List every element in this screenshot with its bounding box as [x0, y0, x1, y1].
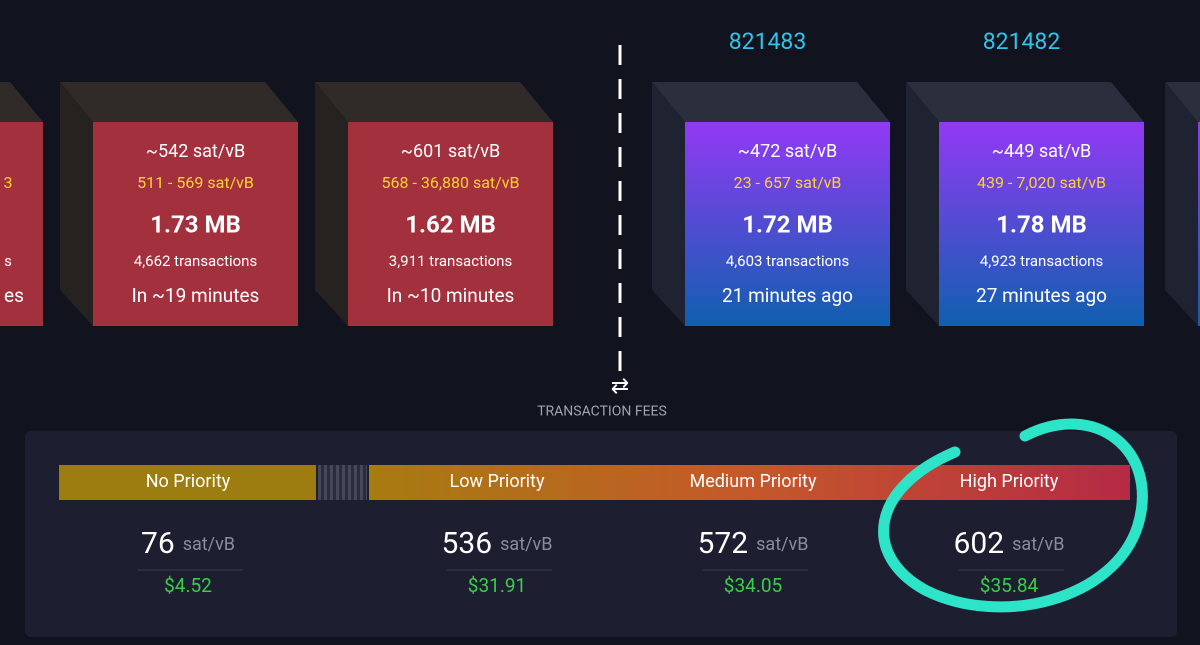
tx-count: 4,662 transactions [134, 252, 257, 270]
tx-count: s [4, 252, 12, 270]
tx-count: 4,923 transactions [980, 252, 1103, 270]
block-top [906, 82, 1144, 122]
block-front [685, 122, 890, 326]
block-top [60, 82, 298, 122]
fee-range: 439 - 7,020 sat/vB [977, 173, 1106, 192]
block-front [348, 122, 553, 326]
fee-rate: 76 sat/vB [141, 526, 235, 561]
block[interactable]: ~542 sat/vB 511 - 569 sat/vB 1.73 MB 4,662 … [60, 82, 298, 326]
block-front [939, 122, 1144, 326]
fee-unit: sat/vB [183, 534, 235, 555]
priority-label: High Priority [960, 471, 1059, 492]
block-height[interactable]: 821482 [983, 28, 1061, 55]
fee-range: 568 - 36,880 sat/vB [382, 173, 520, 192]
block-time: 21 minutes ago [722, 284, 853, 307]
block-size: 1.78 MB [996, 210, 1087, 238]
block-side [1165, 82, 1198, 326]
block-side [315, 82, 348, 326]
fee-value: 76 [141, 526, 175, 561]
block-side [652, 82, 685, 326]
fee-range: 23 - 657 sat/vB [734, 173, 842, 192]
fee-rate: 536 sat/vB [442, 526, 553, 561]
fee-unit: sat/vB [756, 534, 808, 555]
block-size: 1.62 MB [405, 210, 496, 238]
fee-value: 572 [698, 526, 749, 561]
median-fee: ~449 sat/vB [992, 141, 1091, 162]
block: 3 s es [0, 82, 43, 326]
block-size: 1.72 MB [742, 210, 833, 238]
block-side [906, 82, 939, 326]
median-fee: ~601 sat/vB [401, 141, 500, 162]
tx-count: 3,911 transactions [389, 252, 512, 270]
fee-usd: $4.52 [164, 574, 212, 597]
priority-bar [369, 465, 1130, 500]
fee-range: 511 - 569 sat/vB [137, 173, 254, 192]
annotation-circle [878, 418, 1148, 613]
block-time: 27 minutes ago [976, 284, 1107, 307]
block-side [60, 82, 93, 326]
priority-label: Medium Priority [690, 471, 817, 492]
swap-icon[interactable]: ⇄ [611, 374, 629, 399]
fee-usd: $35.84 [980, 574, 1039, 597]
block-front [1198, 122, 1200, 326]
no-priority-bar [59, 465, 316, 500]
fees-title: TRANSACTION FEES [537, 404, 667, 420]
fee-value: 602 [954, 526, 1005, 561]
tx-count: 4,603 transactions [726, 252, 849, 270]
fee-usd: $34.05 [724, 574, 782, 597]
block-size: 1.73 MB [150, 210, 241, 238]
median-fee: ~542 sat/vB [146, 141, 245, 162]
block-top [652, 82, 890, 122]
block-front [93, 122, 298, 326]
median-fee: ~472 sat/vB [738, 141, 837, 162]
fee-unit: sat/vB [1012, 534, 1064, 555]
fee-unit: sat/vB [500, 534, 552, 555]
block[interactable]: ~601 sat/vB 568 - 36,880 sat/vB 1.62 MB 3,9… [315, 82, 553, 326]
fee-rate: 602 sat/vB [954, 526, 1065, 561]
priority-label: Low Priority [450, 471, 545, 492]
fee-range: 3 [4, 173, 13, 192]
fee-usd: $31.91 [468, 574, 526, 597]
bar-gap [318, 465, 367, 500]
block-time: es [4, 284, 24, 307]
fee-rate: 572 sat/vB [698, 526, 809, 561]
priority-label: No Priority [146, 471, 231, 492]
fee-value: 536 [442, 526, 493, 561]
block-front [0, 122, 43, 326]
block[interactable]: ~449 sat/vB 439 - 7,020 sat/vB 1.78 MB 4,92… [906, 28, 1144, 326]
block[interactable]: ~472 sat/vB 23 - 657 sat/vB 1.72 MB 4,603 t… [652, 28, 890, 326]
block-top [0, 82, 43, 122]
block-time: In ~19 minutes [132, 284, 260, 307]
block-height[interactable]: 821483 [729, 28, 807, 55]
block-top [1165, 82, 1200, 122]
block-top [315, 82, 553, 122]
block[interactable] [1165, 82, 1200, 326]
block-time: In ~10 minutes [387, 284, 515, 307]
